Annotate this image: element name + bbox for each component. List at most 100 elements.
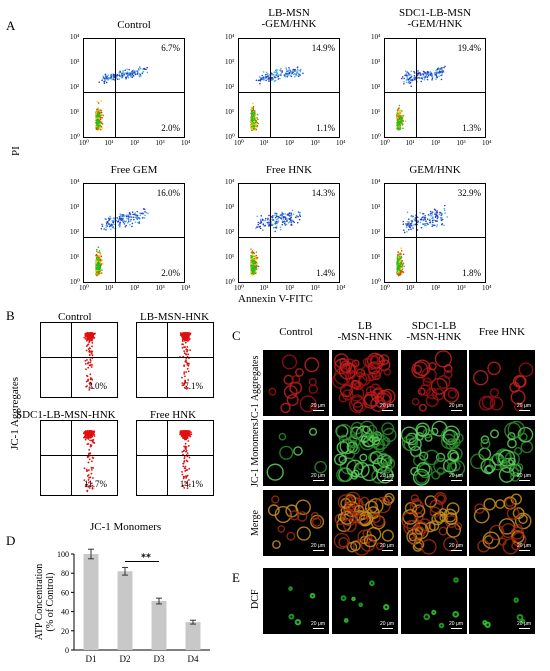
dot bbox=[438, 72, 441, 75]
dot bbox=[409, 73, 412, 76]
dot bbox=[98, 262, 101, 265]
dot bbox=[419, 71, 421, 74]
dot bbox=[254, 121, 257, 124]
dot bbox=[436, 210, 438, 212]
dot bbox=[182, 465, 185, 468]
dot bbox=[277, 78, 280, 80]
dot bbox=[423, 78, 426, 81]
dot bbox=[90, 467, 93, 469]
y-tick-label: 60 bbox=[61, 588, 69, 597]
dot bbox=[253, 260, 256, 262]
cell bbox=[431, 609, 437, 615]
dot bbox=[125, 77, 127, 80]
dot bbox=[98, 259, 101, 262]
dot bbox=[108, 217, 110, 220]
dot bbox=[90, 482, 93, 485]
dot bbox=[95, 261, 98, 263]
dot bbox=[134, 70, 136, 72]
dot bbox=[438, 68, 440, 70]
dot bbox=[250, 106, 253, 109]
cell bbox=[473, 507, 490, 524]
dot bbox=[259, 227, 262, 230]
dot bbox=[255, 272, 258, 274]
dot bbox=[88, 341, 91, 343]
dot bbox=[403, 82, 405, 85]
dot bbox=[134, 212, 137, 214]
dot bbox=[286, 219, 288, 222]
dot bbox=[417, 77, 419, 79]
dot bbox=[101, 225, 104, 228]
dot bbox=[266, 221, 269, 224]
dot bbox=[181, 384, 184, 387]
plot-title: LB-MSN -GEM/HNK bbox=[228, 8, 350, 30]
dot bbox=[284, 218, 287, 221]
dot bbox=[105, 228, 107, 231]
cell bbox=[438, 526, 448, 536]
cell bbox=[308, 377, 317, 386]
dot bbox=[252, 109, 255, 112]
cell bbox=[509, 466, 519, 476]
row-label: DCF bbox=[250, 589, 261, 609]
y-tick: 10² bbox=[70, 83, 80, 91]
dot bbox=[183, 365, 186, 368]
cell bbox=[436, 494, 446, 504]
dot bbox=[288, 221, 291, 223]
dot bbox=[186, 334, 189, 337]
x-tick: 10⁴ bbox=[482, 284, 492, 292]
dot bbox=[436, 68, 439, 71]
dot bbox=[95, 126, 97, 129]
cell bbox=[480, 435, 490, 444]
quadrant-line-h bbox=[137, 357, 213, 359]
dot bbox=[406, 223, 409, 225]
dot bbox=[144, 214, 146, 217]
dot bbox=[183, 449, 186, 452]
dot bbox=[420, 218, 422, 221]
dot bbox=[136, 218, 139, 220]
dot bbox=[86, 338, 88, 340]
dot bbox=[400, 249, 403, 252]
dot bbox=[283, 216, 285, 219]
dot bbox=[400, 271, 403, 273]
cell bbox=[281, 354, 298, 370]
y-tick: 10¹ bbox=[371, 108, 381, 116]
dot bbox=[182, 430, 185, 433]
dot bbox=[440, 78, 443, 81]
dot bbox=[406, 77, 409, 80]
dot bbox=[298, 214, 301, 216]
dot bbox=[138, 222, 141, 224]
dot bbox=[87, 337, 90, 340]
dot bbox=[98, 81, 101, 83]
flow-plot: 16.0% 2.0% bbox=[83, 183, 185, 283]
dot bbox=[145, 211, 148, 214]
dot bbox=[400, 77, 403, 80]
dot bbox=[406, 211, 409, 214]
dot bbox=[431, 221, 434, 224]
dot bbox=[413, 72, 416, 74]
dot bbox=[186, 345, 189, 348]
cell bbox=[366, 424, 378, 436]
dot bbox=[250, 254, 252, 257]
cell bbox=[433, 492, 447, 505]
dot bbox=[100, 100, 103, 102]
dot bbox=[108, 219, 110, 222]
y-tick: 10⁴ bbox=[70, 178, 80, 186]
cell bbox=[378, 354, 390, 366]
dot bbox=[290, 219, 292, 222]
dot bbox=[410, 228, 412, 231]
dot bbox=[97, 113, 100, 116]
flow-plot: 7.1% bbox=[136, 322, 214, 398]
dot bbox=[276, 222, 278, 225]
dot bbox=[105, 226, 107, 229]
cell bbox=[341, 358, 358, 375]
dot bbox=[118, 75, 121, 77]
dot bbox=[396, 258, 399, 260]
dot bbox=[257, 223, 260, 226]
dot bbox=[110, 223, 112, 226]
dot bbox=[257, 268, 259, 270]
dot bbox=[413, 77, 415, 79]
dot bbox=[125, 224, 127, 227]
scale-bar bbox=[519, 550, 530, 551]
y-tick: 10³ bbox=[371, 58, 381, 66]
dot bbox=[183, 455, 186, 458]
y-tick: 10⁴ bbox=[70, 33, 80, 41]
